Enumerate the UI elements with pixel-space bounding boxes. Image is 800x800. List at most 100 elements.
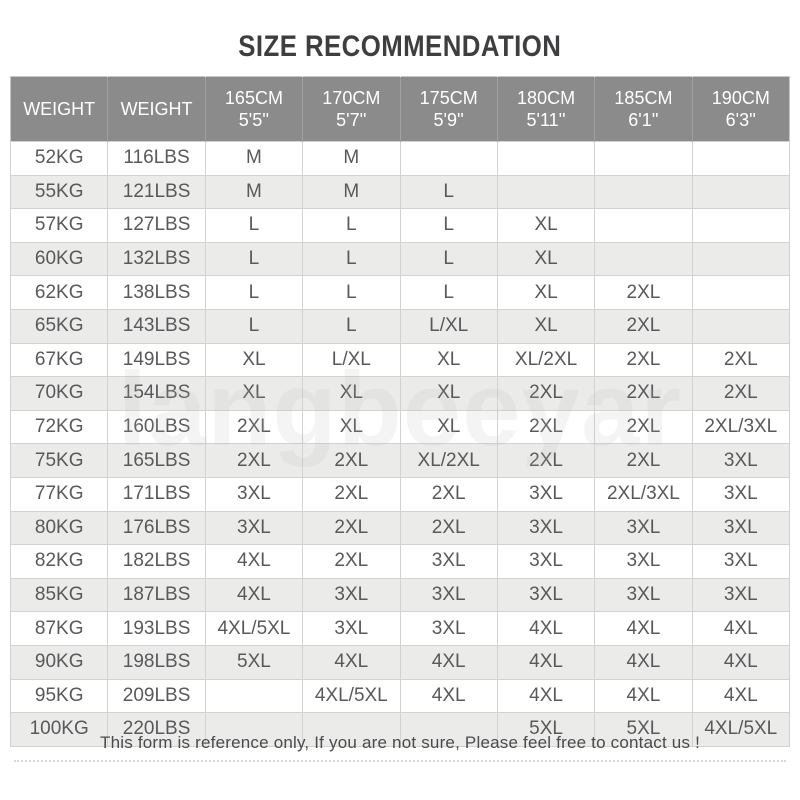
table-row: 75KG 165LBS 2XL 2XL XL/2XL 2XL 2XL 3XL	[9, 443, 791, 478]
table-cell: 2XL	[496, 443, 596, 478]
table-cell: 4XL	[204, 544, 304, 579]
table-cell: 2XL	[594, 275, 693, 310]
table-row: 87KG 193LBS 4XL/5XL 3XL 3XL 4XL 4XL 4XL	[9, 611, 791, 646]
table-cell: 4XL	[594, 644, 693, 680]
table-cell	[691, 275, 791, 310]
table-cell: 3XL	[496, 577, 596, 613]
table-row: 90KG 198LBS 5XL 4XL 4XL 4XL 4XL 4XL	[9, 644, 791, 680]
table-row: 62KG 138LBS L L L XL 2XL	[9, 275, 791, 310]
table-cell: 3XL	[204, 510, 304, 546]
table-cell: L	[302, 241, 401, 277]
table-row: 65KG 143LBS L L L/XL XL 2XL	[9, 308, 791, 344]
table-cell: 176LBS	[107, 510, 206, 546]
table-cell: 2XL/3XL	[691, 409, 791, 445]
table-cell: 70KG	[9, 376, 109, 411]
table-cell: 100KG	[9, 712, 109, 747]
table-cell: 3XL	[691, 476, 791, 512]
table-cell: 2XL	[496, 409, 596, 445]
table-cell: XL	[204, 376, 304, 411]
table-cell: 3XL	[496, 510, 596, 546]
table-cell: 198LBS	[107, 644, 206, 680]
table-cell: 4XL/5XL	[691, 712, 791, 747]
table-cell: 4XL	[204, 577, 304, 613]
table-cell	[496, 141, 596, 176]
table-cell: L	[302, 208, 401, 243]
table-cell: L	[204, 275, 304, 310]
table-cell: M	[204, 174, 304, 210]
table-cell: L	[204, 241, 304, 277]
table-cell: 116LBS	[107, 141, 206, 176]
table-cell	[399, 141, 498, 176]
table-cell: 4XL/5XL	[302, 678, 401, 714]
table-cell	[691, 141, 791, 176]
table-cell: 2XL	[691, 376, 791, 411]
table-row: 82KG 182LBS 4XL 2XL 3XL 3XL 3XL 3XL	[9, 544, 791, 579]
page-title: SIZE RECOMMENDATION	[238, 30, 562, 63]
table-cell	[691, 208, 791, 243]
table-cell: 52KG	[9, 141, 109, 176]
table-row: 52KG 116LBS M M	[9, 141, 791, 176]
table-cell: 3XL	[302, 577, 401, 613]
table-cell: 132LBS	[107, 241, 206, 277]
table-cell: 72KG	[9, 409, 109, 445]
table-cell: 4XL/5XL	[204, 611, 304, 646]
table-cell: 2XL	[399, 476, 498, 512]
table-row: 80KG 176LBS 3XL 2XL 2XL 3XL 3XL 3XL	[9, 510, 791, 546]
table-cell: L	[302, 308, 401, 344]
table-cell: M	[302, 141, 401, 176]
table-cell	[691, 241, 791, 277]
table-cell: 82KG	[9, 544, 109, 579]
table-cell: 2XL	[302, 476, 401, 512]
column-header: 185CM 6'1''	[594, 76, 693, 142]
table-cell: 4XL	[399, 678, 498, 714]
dotted-divider	[14, 760, 786, 762]
table-cell: L	[204, 308, 304, 344]
table-cell: XL	[496, 275, 596, 310]
table-cell: L/XL	[302, 342, 401, 378]
table-cell: 2XL	[302, 510, 401, 546]
table-cell: 2XL	[594, 308, 693, 344]
table-cell: 3XL	[204, 476, 304, 512]
table-row: 67KG 149LBS XL L/XL XL XL/2XL 2XL 2XL	[9, 342, 791, 378]
page-title-wrap: SIZE RECOMMENDATION	[0, 30, 800, 64]
table-cell: 3XL	[691, 510, 791, 546]
table-cell: 2XL/3XL	[594, 476, 693, 512]
table-cell: 2XL	[302, 544, 401, 579]
table-cell	[594, 141, 693, 176]
column-header: WEIGHT	[107, 76, 206, 142]
table-cell	[691, 174, 791, 210]
table-cell: 3XL	[594, 544, 693, 579]
size-recommendation-table: WEIGHT WEIGHT 165CM 5'5'' 170CM 5'7'' 175CM 5'9…	[9, 76, 791, 747]
table-cell	[594, 208, 693, 243]
table-cell: 75KG	[9, 443, 109, 478]
table-cell	[691, 308, 791, 344]
table-cell: 2XL	[594, 376, 693, 411]
table-cell: 2XL	[204, 409, 304, 445]
table-row: 55KG 121LBS M M L	[9, 174, 791, 210]
table-cell	[594, 174, 693, 210]
table-cell: 187LBS	[107, 577, 206, 613]
table-cell: L	[399, 275, 498, 310]
table-cell: 4XL	[691, 644, 791, 680]
table-cell: XL	[399, 342, 498, 378]
table-cell: 55KG	[9, 174, 109, 210]
table-row: 70KG 154LBS XL XL XL 2XL 2XL 2XL	[9, 376, 791, 411]
table-cell: XL	[496, 241, 596, 277]
table-cell: 3XL	[399, 611, 498, 646]
table-cell: 182LBS	[107, 544, 206, 579]
footer-note: This form is reference only, If you are …	[99, 733, 701, 752]
table-cell: 67KG	[9, 342, 109, 378]
table-row: 57KG 127LBS L L L XL	[9, 208, 791, 243]
table-cell: XL/2XL	[496, 342, 596, 378]
table-cell	[399, 712, 498, 747]
table-cell: 4XL	[691, 611, 791, 646]
table-cell: XL/2XL	[399, 443, 498, 478]
table-cell: 2XL	[691, 342, 791, 378]
table-cell: 171LBS	[107, 476, 206, 512]
table-cell: 149LBS	[107, 342, 206, 378]
table-cell: 138LBS	[107, 275, 206, 310]
table-cell: 3XL	[691, 544, 791, 579]
table-cell	[204, 678, 304, 714]
table-cell: 4XL	[594, 611, 693, 646]
